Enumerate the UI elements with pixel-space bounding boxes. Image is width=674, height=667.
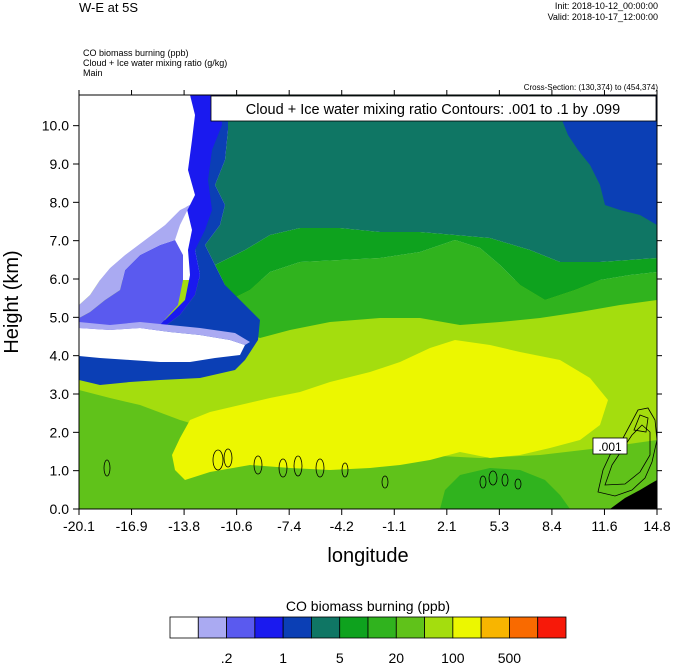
colorbar-swatch	[367, 616, 397, 639]
y-tick-label: 6.0	[50, 271, 70, 287]
x-tick-label: -4.2	[330, 518, 354, 534]
filled-contours	[79, 95, 657, 509]
cloud-contour	[341, 462, 349, 478]
x-tick-label: -20.1	[63, 518, 95, 534]
x-tick-label: 8.4	[542, 518, 562, 534]
y-axis-label: Height (km)	[1, 250, 23, 353]
y-axis: 0.0 1.0 2.0 3.0 4.0 5.0 6.0 7.0 8.0 9.0 10.0	[42, 118, 662, 517]
cloud-contour	[315, 458, 325, 478]
cloud-contour	[479, 475, 487, 489]
band-green-bright	[215, 228, 657, 300]
colorbar-title: CO biomass burning (ppb)	[286, 598, 450, 614]
band-mediumblue	[79, 240, 183, 338]
colorbar-swatch	[339, 616, 369, 639]
colorbar-label: .2	[221, 650, 233, 666]
colorbar-swatch	[537, 616, 567, 639]
y-tick-label: 2.0	[50, 424, 70, 440]
x-tick-label: -10.6	[221, 518, 253, 534]
cloud-contour	[293, 455, 303, 477]
band-white-wedge	[79, 328, 245, 362]
cross-section-label: Cross-Section: (130,374) to (454,374)	[523, 83, 658, 92]
x-tick-label: -16.9	[116, 518, 148, 534]
y-tick-label: 5.0	[50, 309, 70, 325]
contour-label-bg	[592, 437, 628, 455]
field-co: CO biomass burning (ppb)	[83, 48, 189, 58]
contour-title-bg	[210, 95, 657, 122]
y-tick-label: 1.0	[50, 463, 70, 479]
x-tick-label: 5.3	[490, 518, 510, 534]
x-tick-label: -1.1	[382, 518, 406, 534]
cloud-contour	[604, 424, 651, 486]
y-tick-label: 9.0	[50, 156, 70, 172]
colorbar-swatch	[395, 616, 425, 639]
cloud-contour	[514, 478, 522, 490]
init-valid-times: Init: 2018-10-12_00:00:00 Valid: 2018-10…	[548, 1, 658, 23]
cloud-contour	[212, 449, 224, 471]
colorbar-label: 100	[441, 650, 465, 666]
colorbar-label: 500	[498, 650, 522, 666]
colorbar-swatch	[197, 616, 227, 639]
field-cloud: Cloud + Ice water mixing ratio (g/kg)	[83, 58, 228, 68]
colorbar-swatch	[226, 616, 256, 639]
contour-title-box: Cloud + Ice water mixing ratio Contours:…	[210, 95, 657, 122]
colorbar-swatch	[424, 616, 454, 639]
x-tick-label: 11.6	[591, 518, 617, 534]
valid-time: Valid: 2018-10-17_12:00:00	[547, 12, 658, 22]
y-tick-label: 0.0	[50, 501, 70, 517]
band-lavender-wedge	[79, 322, 250, 345]
y-tick-label: 3.0	[50, 386, 70, 402]
colorbar-swatch	[169, 616, 199, 639]
band-lavender	[79, 205, 190, 318]
colorbar-swatch	[480, 616, 510, 639]
x-tick-label: 14.8	[643, 518, 670, 534]
x-axis: -20.1 -16.9 -13.8 -10.6 -7.4 -4.2 -1.1 2.1 5.3 8.…	[63, 90, 671, 534]
y-tick-label: 7.0	[50, 233, 70, 249]
plot-frame	[78, 94, 658, 510]
y-tick-label: 4.0	[50, 348, 70, 364]
cloud-contour	[278, 458, 288, 478]
cloud-contour	[381, 475, 389, 489]
x-tick-label: 2.1	[437, 518, 457, 534]
colorbar-label: 20	[388, 650, 404, 666]
band-darkblue-left	[79, 95, 260, 385]
field-main: Main	[83, 68, 103, 78]
colorbar-swatch	[509, 616, 539, 639]
colorbar-swatch	[311, 616, 341, 639]
cloud-contour	[501, 473, 509, 487]
band-green-bottom	[440, 468, 570, 509]
band-yellow-core	[172, 340, 608, 480]
plot-title: W-E at 5S	[79, 0, 139, 15]
x-axis-label: longitude	[327, 545, 408, 567]
cloud-contour	[488, 470, 498, 486]
colorbar: .2 1 5 20 100 500	[169, 616, 567, 666]
cloud-contour	[103, 459, 111, 477]
terrain	[610, 480, 657, 509]
x-tick-label: -7.4	[277, 518, 301, 534]
band-green-mid	[230, 240, 657, 338]
contour-label-box: .001	[592, 437, 628, 455]
cloud-contour	[253, 455, 263, 475]
contour-title: Cloud + Ice water mixing ratio Contours:…	[246, 102, 620, 118]
contour-label: .001	[598, 440, 622, 454]
init-time: Init: 2018-10-12_00:00:00	[554, 1, 658, 11]
cloud-contours	[103, 407, 657, 497]
y-tick-label: 10.0	[42, 118, 69, 134]
field-list: CO biomass burning (ppb) Cloud + Ice wat…	[83, 48, 227, 78]
colorbar-swatch	[452, 616, 482, 639]
colorbar-swatch	[254, 616, 284, 639]
cloud-contour	[633, 414, 649, 433]
band-white	[79, 95, 195, 305]
colorbar-label: 1	[279, 650, 287, 666]
x-tick-label: -13.8	[168, 518, 200, 534]
colorbar-label: 5	[336, 650, 344, 666]
y-tick-label: 8.0	[50, 194, 70, 210]
band-teal	[205, 95, 657, 265]
band-darkblue-topright	[560, 95, 657, 225]
colorbar-swatch	[282, 616, 312, 639]
cloud-contour	[223, 448, 233, 468]
